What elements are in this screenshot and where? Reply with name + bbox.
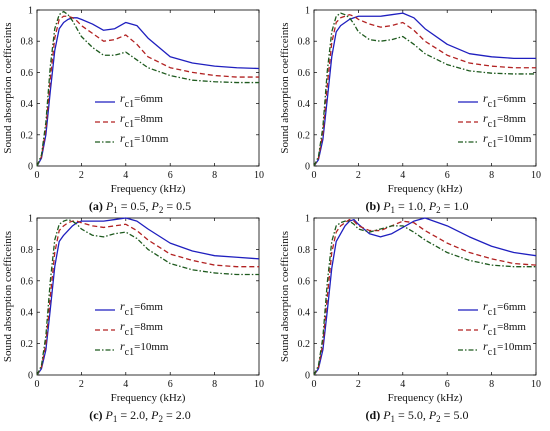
legend-label-10mm: rc1=10mm — [120, 339, 169, 358]
x-tick-label: 6 — [445, 170, 450, 181]
y-tick-label: 0.6 — [298, 68, 311, 79]
chart-panel-2: 0 2 4 6 8 10 0 0.2 0.4 0.6 0.8 1 Frequency (kHz) Soun… — [279, 6, 541, 216]
x-tick-label: 10 — [531, 170, 541, 181]
series-line-10mm — [313, 220, 536, 376]
series-line-10mm — [36, 10, 259, 167]
x-tick-label: 0 — [312, 170, 317, 181]
y-axis-label: Sound absorption coefficeints — [2, 22, 14, 153]
series-line-6mm — [36, 17, 260, 167]
y-tick-label: 0.8 — [298, 245, 311, 256]
x-tick-label: 2 — [79, 170, 84, 181]
y-tick-label: 0 — [305, 371, 310, 382]
series-line-10mm — [36, 218, 259, 376]
panel-caption: (c) P1 = 2.0, P2 = 2.0 — [89, 408, 191, 424]
x-tick-label: 2 — [356, 379, 361, 390]
x-tick-label: 2 — [356, 170, 361, 181]
y-tick-label: 0.6 — [298, 276, 311, 287]
y-tick-label: 0.8 — [21, 245, 34, 256]
y-tick-label: 1 — [28, 6, 33, 17]
axes-frame — [36, 217, 260, 376]
x-tick-label: 0 — [312, 379, 317, 390]
series-line-8mm — [313, 14, 536, 167]
legend-label-8mm: rc1=8mm — [483, 319, 526, 338]
y-tick-label: 0.2 — [21, 339, 34, 350]
chart-panel-4: 0 2 4 6 8 10 0 0.2 0.4 0.6 0.8 1 Frequency (kHz) Soun… — [279, 214, 541, 425]
legend-label-6mm: rc1=6mm — [483, 91, 526, 110]
x-tick-label: 8 — [212, 379, 217, 390]
y-tick-label: 0.6 — [21, 68, 34, 79]
y-tick-label: 1 — [28, 214, 33, 225]
y-tick-label: 0.4 — [21, 308, 34, 319]
x-axis-label: Frequency (kHz) — [388, 183, 463, 195]
x-tick-label: 8 — [212, 170, 217, 181]
x-tick-label: 10 — [531, 379, 541, 390]
x-tick-label: 4 — [400, 170, 405, 181]
x-tick-label: 6 — [168, 170, 173, 181]
x-tick-label: 8 — [489, 170, 494, 181]
legend-label-8mm: rc1=8mm — [120, 111, 163, 130]
x-tick-label: 4 — [123, 379, 128, 390]
x-tick-label: 4 — [123, 170, 128, 181]
y-tick-label: 1 — [305, 214, 310, 225]
series-line-10mm — [313, 12, 536, 167]
legend-label-6mm: rc1=6mm — [483, 299, 526, 318]
legend-label-8mm: rc1=8mm — [120, 319, 163, 338]
series-line-6mm — [313, 217, 537, 376]
legend-label-8mm: rc1=8mm — [483, 111, 526, 130]
x-tick-label: 10 — [254, 379, 264, 390]
panel-caption: (b) P1 = 1.0, P2 = 1.0 — [366, 199, 469, 215]
y-tick-label: 0.2 — [298, 339, 311, 350]
x-tick-label: 4 — [400, 379, 405, 390]
y-tick-label: 0.2 — [21, 130, 34, 141]
y-tick-label: 1 — [305, 6, 310, 17]
panel-caption: (a) P1 = 0.5, P2 = 0.5 — [89, 199, 191, 215]
legend-label-10mm: rc1=10mm — [483, 131, 532, 150]
legend-label-6mm: rc1=6mm — [120, 299, 163, 318]
y-axis-label: Sound absorption coefficeints — [2, 231, 14, 362]
x-axis-label: Frequency (kHz) — [111, 392, 186, 404]
series-line-6mm — [36, 217, 260, 376]
y-tick-label: 0.4 — [21, 99, 34, 110]
series-line-6mm — [313, 12, 536, 167]
y-axis-label: Sound absorption coefficeints — [279, 231, 291, 362]
x-tick-label: 10 — [254, 170, 264, 181]
series-line-8mm — [36, 220, 259, 376]
x-tick-label: 0 — [35, 379, 40, 390]
y-tick-label: 0.6 — [21, 276, 34, 287]
y-tick-label: 0 — [305, 162, 310, 173]
y-tick-label: 0.4 — [298, 99, 311, 110]
y-tick-label: 0.8 — [21, 37, 34, 48]
y-tick-label: 0.8 — [298, 37, 311, 48]
y-axis-label: Sound absorption coefficeints — [279, 22, 291, 153]
x-tick-label: 0 — [35, 170, 40, 181]
chart-panel-1: 0 2 4 6 8 10 0 0.2 0.4 0.6 0.8 1 Frequency (kHz) Soun… — [2, 6, 264, 216]
y-tick-label: 0 — [28, 162, 33, 173]
x-axis-label: Frequency (kHz) — [111, 183, 186, 195]
panel-caption: (d) P1 = 5.0, P2 = 5.0 — [366, 408, 469, 424]
legend-label-6mm: rc1=6mm — [120, 91, 163, 110]
series-line-8mm — [313, 218, 537, 376]
y-tick-label: 0 — [28, 371, 33, 382]
x-tick-label: 6 — [445, 379, 450, 390]
axes-frame — [313, 9, 537, 167]
x-axis-label: Frequency (kHz) — [388, 392, 463, 404]
y-tick-label: 0.4 — [298, 308, 311, 319]
chart-panel-3: 0 2 4 6 8 10 0 0.2 0.4 0.6 0.8 1 Frequency (kHz) Soun… — [2, 214, 264, 425]
legend-label-10mm: rc1=10mm — [483, 339, 532, 358]
x-tick-label: 8 — [489, 379, 494, 390]
legend-label-10mm: rc1=10mm — [120, 131, 169, 150]
axes-frame — [36, 9, 260, 167]
y-tick-label: 0.2 — [298, 130, 311, 141]
x-tick-label: 6 — [168, 379, 173, 390]
x-tick-label: 2 — [79, 379, 84, 390]
